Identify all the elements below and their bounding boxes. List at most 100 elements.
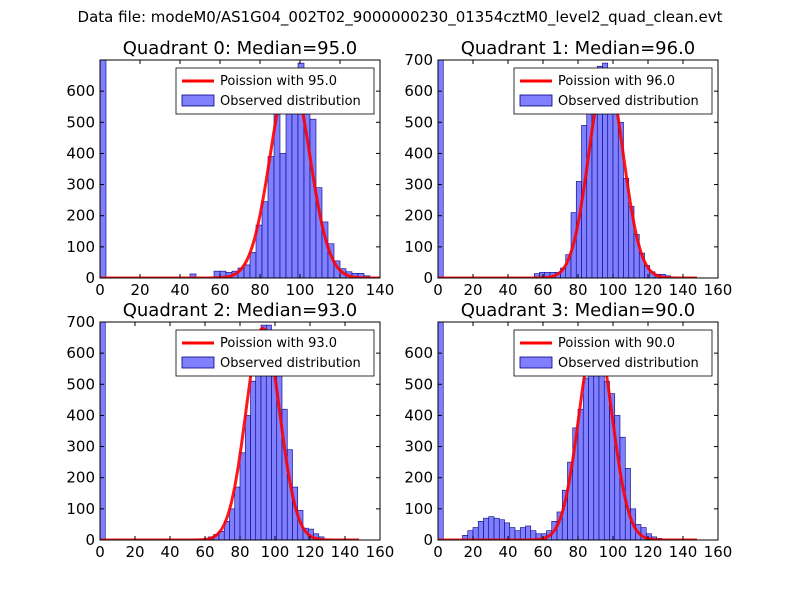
x-tick-label: 100 xyxy=(286,281,315,299)
legend-bar-swatch xyxy=(181,356,215,369)
x-tick-label: 80 xyxy=(230,543,249,561)
y-tick-label: 100 xyxy=(66,500,95,518)
x-tick-label: 140 xyxy=(331,543,360,561)
x-tick-label: 0 xyxy=(433,281,443,299)
legend-bar-swatch xyxy=(519,94,553,107)
y-tick-label: 300 xyxy=(404,176,433,194)
histogram-bar xyxy=(477,521,484,540)
legend: Poission with 95.0 Observed distribution xyxy=(175,67,375,115)
histogram-bar xyxy=(525,525,532,540)
y-tick-label: 0 xyxy=(423,531,433,549)
x-tick-label: 40 xyxy=(498,281,517,299)
legend: Poission with 96.0 Observed distribution xyxy=(513,67,713,115)
poisson-curve xyxy=(438,70,697,278)
histogram-bar xyxy=(504,522,511,540)
histogram-bar xyxy=(309,118,317,278)
x-tick-label: 120 xyxy=(634,281,663,299)
x-tick-label: 60 xyxy=(195,543,214,561)
x-tick-label: 100 xyxy=(599,281,628,299)
panel-title: Quadrant 1: Median=96.0 xyxy=(461,38,696,59)
histogram-bar xyxy=(438,60,444,278)
y-tick-label: 200 xyxy=(66,469,95,487)
x-tick-label: 140 xyxy=(366,281,395,299)
x-tick-label: 100 xyxy=(261,543,290,561)
histogram-bar xyxy=(239,452,246,540)
y-tick-label: 200 xyxy=(404,469,433,487)
y-tick-label: 600 xyxy=(404,82,433,100)
histogram-bar xyxy=(249,252,257,278)
y-tick-label: 100 xyxy=(404,500,433,518)
histogram-bar xyxy=(229,508,236,540)
x-tick-label: 20 xyxy=(463,281,482,299)
histogram-bar xyxy=(261,201,269,278)
histogram-bar xyxy=(243,264,251,278)
x-tick-label: 80 xyxy=(568,281,587,299)
y-tick-label: 400 xyxy=(404,406,433,424)
y-tick-label: 300 xyxy=(404,438,433,456)
histogram-bar xyxy=(588,355,595,540)
histogram-bar xyxy=(234,486,241,540)
x-tick-label: 40 xyxy=(170,281,189,299)
histogram-bars xyxy=(438,322,663,540)
legend-label-observed: Observed distribution xyxy=(220,356,361,371)
histogram-bar xyxy=(267,156,275,278)
x-tick-label: 20 xyxy=(125,543,144,561)
histogram-bar xyxy=(255,352,262,540)
panel-title: Quadrant 3: Median=90.0 xyxy=(461,300,696,321)
y-tick-label: 600 xyxy=(66,344,95,362)
legend-label-poisson: Poission with 90.0 xyxy=(558,336,675,351)
x-tick-label: 0 xyxy=(95,281,105,299)
y-tick-label: 400 xyxy=(404,144,433,162)
x-tick-label: 140 xyxy=(669,543,698,561)
y-tick-label: 200 xyxy=(66,207,95,225)
y-tick-label: 500 xyxy=(66,113,95,131)
y-tick-label: 500 xyxy=(404,375,433,393)
legend-label-observed: Observed distribution xyxy=(558,94,699,109)
legend-label-poisson: Poission with 93.0 xyxy=(220,336,337,351)
x-tick-label: 160 xyxy=(704,281,733,299)
y-tick-label: 100 xyxy=(404,238,433,256)
y-tick-label: 200 xyxy=(404,207,433,225)
y-tick-label: 100 xyxy=(66,238,95,256)
legend-label-poisson: Poission with 95.0 xyxy=(220,74,337,89)
x-tick-label: 60 xyxy=(210,281,229,299)
histogram-bar xyxy=(577,408,584,540)
histogram-bar xyxy=(519,527,526,540)
histogram-bar xyxy=(603,380,610,540)
axes-frame xyxy=(99,59,381,279)
y-tick-label: 600 xyxy=(66,82,95,100)
x-tick-label: 160 xyxy=(366,543,395,561)
panel-title: Quadrant 2: Median=93.0 xyxy=(123,300,358,321)
x-tick-label: 120 xyxy=(326,281,355,299)
poisson-curve xyxy=(100,326,359,540)
x-tick-label: 140 xyxy=(669,281,698,299)
x-tick-label: 60 xyxy=(533,543,552,561)
x-tick-label: 120 xyxy=(634,543,663,561)
y-tick-label: 0 xyxy=(423,269,433,287)
y-tick-label: 0 xyxy=(85,531,95,549)
y-tick-label: 700 xyxy=(404,51,433,69)
histogram-bar xyxy=(493,517,500,540)
histogram-bar xyxy=(438,322,444,540)
y-tick-label: 500 xyxy=(66,375,95,393)
panel-2: 0 20 40 60 80 100 120 140 160 0 100 200 300 400 500 600… xyxy=(66,300,394,561)
x-tick-label: 80 xyxy=(250,281,269,299)
histogram-bar xyxy=(498,519,505,540)
histogram-bar xyxy=(100,60,107,278)
y-tick-label: 0 xyxy=(85,269,95,287)
poisson-curve xyxy=(100,70,380,278)
y-tick-label: 400 xyxy=(66,144,95,162)
panel-0: 0 20 40 60 80 100 120 140 0 100 200 300 400 500 600 Qua… xyxy=(66,38,395,299)
x-tick-label: 160 xyxy=(704,543,733,561)
x-tick-label: 40 xyxy=(498,543,517,561)
legend-label-observed: Observed distribution xyxy=(220,94,361,109)
histogram-bar xyxy=(509,527,516,540)
panel-3: 0 20 40 60 80 100 120 140 160 0 100 200 300 400 500 600… xyxy=(404,300,732,561)
histogram-bar xyxy=(582,377,589,540)
y-tick-label: 400 xyxy=(66,406,95,424)
legend-label-observed: Observed distribution xyxy=(558,356,699,371)
x-tick-label: 20 xyxy=(130,281,149,299)
y-tick-label: 500 xyxy=(404,113,433,131)
x-tick-label: 0 xyxy=(433,543,443,561)
y-tick-label: 300 xyxy=(66,176,95,194)
